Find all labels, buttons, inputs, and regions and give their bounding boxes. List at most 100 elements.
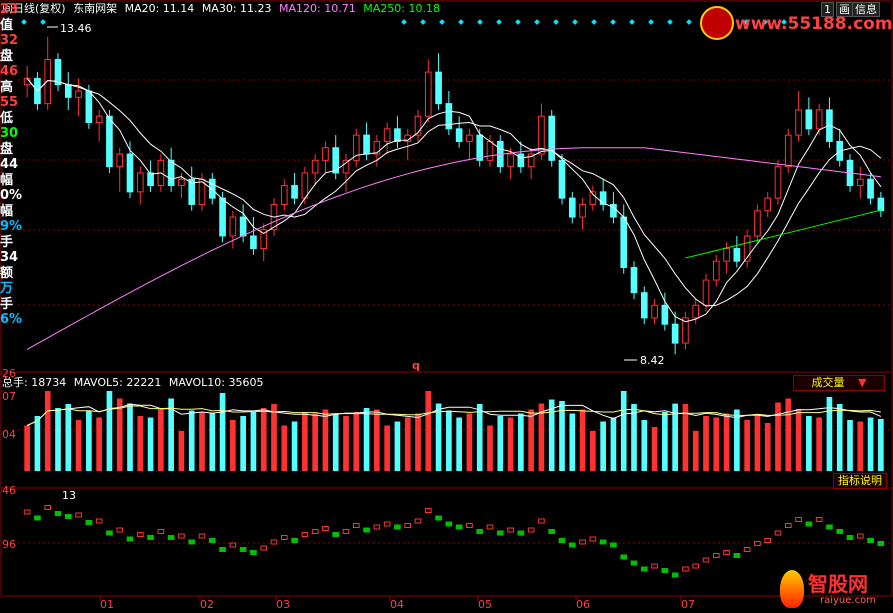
- volume-bar: [610, 417, 617, 471]
- indicator-bar: [548, 529, 556, 534]
- candle-body: [54, 59, 62, 86]
- candle-body: [589, 191, 597, 205]
- volume-bar: [363, 408, 370, 471]
- draw-button[interactable]: 画: [836, 2, 853, 17]
- left-info-item: 盘: [0, 48, 14, 64]
- indicator-bar: [260, 545, 268, 551]
- indicator-bar: [342, 529, 350, 534]
- volume-bar: [230, 420, 236, 471]
- period-toggle-button[interactable]: 1: [821, 2, 834, 17]
- volume-bar: [651, 427, 658, 471]
- volume-bar: [734, 409, 740, 471]
- candle-body: [260, 229, 268, 250]
- volume-bar: [620, 391, 627, 471]
- indicator-bar: [764, 538, 772, 543]
- signal-marker: [648, 19, 654, 25]
- candle-body: [342, 159, 350, 174]
- indicator-bar: [507, 527, 514, 533]
- volume-bar: [353, 412, 360, 471]
- volume-bar: [188, 410, 195, 471]
- volume-bar: [425, 391, 432, 471]
- indicator-bar: [568, 542, 576, 548]
- chart-header: 间日线(复权) 东南网架 MA20: 11.14 MA30: 11.23 MA1…: [2, 2, 440, 16]
- watermark-logo-icon: [700, 6, 734, 40]
- indicator-bar: [743, 547, 751, 552]
- left-info-item: 手: [0, 296, 14, 312]
- indicator-bar: [815, 517, 823, 522]
- x-axis-label: 04: [390, 598, 404, 611]
- volume-bar: [415, 413, 421, 471]
- left-info-item: 46: [0, 64, 19, 79]
- indicator-help-button[interactable]: 指标说明: [833, 473, 887, 489]
- indicator-select[interactable]: 成交量 ▼: [793, 375, 885, 391]
- indicator-bar: [589, 536, 597, 542]
- candle-body: [568, 197, 576, 218]
- signal-marker: [515, 19, 521, 25]
- mavol5-line: [26, 403, 882, 426]
- volume-bar: [34, 416, 41, 471]
- volume-bar: [75, 420, 82, 471]
- volume-bar: [24, 425, 30, 471]
- indicator-bar: [733, 553, 741, 558]
- indicator-bar: [558, 538, 566, 543]
- signal-marker: [781, 19, 787, 25]
- indicator-bar: [723, 550, 730, 555]
- candle-body: [455, 128, 463, 142]
- indicator-bar: [270, 539, 278, 545]
- indicator-bar: [291, 538, 298, 543]
- volume-bar: [507, 417, 514, 471]
- candle-body: [188, 178, 196, 205]
- volume-bar: [86, 410, 92, 471]
- signal-marker: [401, 19, 407, 25]
- low-price-label: 8.42: [640, 354, 665, 367]
- indicator-bar: [661, 568, 669, 573]
- volume-bar: [631, 404, 637, 471]
- volume-bar: [579, 409, 586, 471]
- indicator-bar: [805, 521, 813, 527]
- price-bottom-tick: 26: [2, 367, 16, 380]
- signal-marker: [458, 19, 464, 25]
- volume-bar: [538, 403, 545, 471]
- ma250-label: MA250: 10.18: [363, 2, 440, 15]
- candle-body: [754, 210, 761, 237]
- indicator-bar: [332, 532, 340, 537]
- candle-body: [476, 134, 484, 161]
- indicator-bar: [373, 524, 381, 530]
- candle-body: [764, 197, 772, 212]
- indicator-bar: [414, 518, 422, 524]
- indicator-bar: [826, 524, 833, 530]
- candle-body: [250, 235, 257, 250]
- indicator-bar: [250, 550, 257, 555]
- lower-tick-mid: 96: [2, 538, 16, 551]
- left-info-item: 6%: [0, 312, 23, 327]
- period-label[interactable]: 日线(复权): [13, 2, 66, 15]
- indicator-bar: [496, 530, 504, 536]
- indicator-bar: [856, 533, 864, 539]
- total-hands-label: 总手: 18734: [2, 376, 67, 389]
- indicator-bar: [85, 520, 93, 525]
- indicator-bar: [486, 524, 494, 530]
- signal-marker: [743, 19, 749, 25]
- volume-bar: [600, 421, 606, 471]
- candle-body: [301, 172, 309, 199]
- candle-body: [332, 147, 340, 174]
- candle-body: [527, 153, 535, 168]
- prefix-glyph: 间: [2, 2, 13, 15]
- indicator-bar: [445, 521, 453, 527]
- indicator-bar: [579, 539, 586, 545]
- candle-body: [466, 134, 473, 142]
- indicator-bar: [229, 542, 237, 548]
- indicator-bar: [239, 547, 247, 552]
- info-button[interactable]: 信息: [852, 2, 880, 17]
- indicator-bar: [178, 533, 185, 539]
- indicator-bar: [712, 553, 720, 558]
- candle-body: [229, 216, 237, 237]
- candle-body: [116, 153, 124, 168]
- candle-body: [363, 134, 370, 155]
- signal-marker: [496, 19, 502, 25]
- candle-body: [733, 248, 741, 262]
- volume-bar: [497, 416, 504, 471]
- left-info-item: 低: [0, 110, 14, 126]
- candle-body: [579, 203, 586, 218]
